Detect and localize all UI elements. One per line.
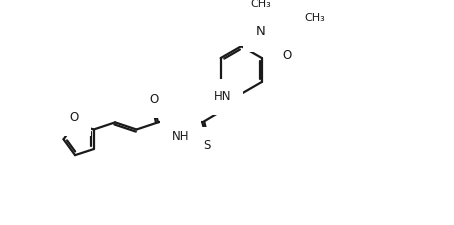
Text: O: O <box>69 111 79 124</box>
Text: CH₃: CH₃ <box>304 13 325 23</box>
Text: O: O <box>149 93 158 106</box>
Text: N: N <box>256 25 266 38</box>
Text: HN: HN <box>213 90 231 103</box>
Text: NH: NH <box>172 130 189 142</box>
Text: S: S <box>203 139 211 152</box>
Text: CH₃: CH₃ <box>251 0 271 9</box>
Text: O: O <box>283 49 292 62</box>
